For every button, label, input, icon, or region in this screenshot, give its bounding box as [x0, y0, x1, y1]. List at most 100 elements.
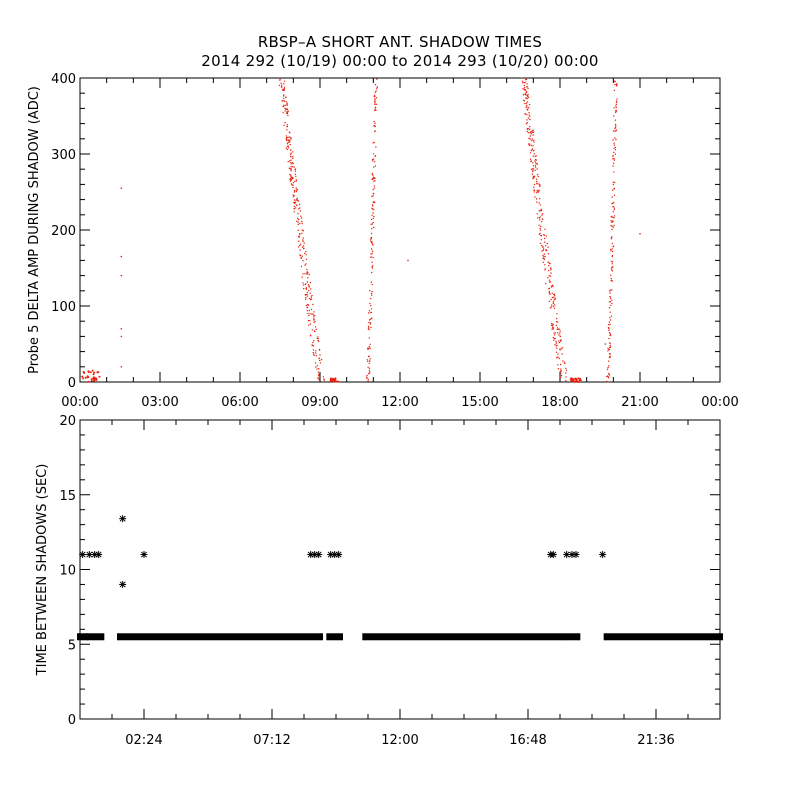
data-point	[303, 252, 306, 255]
panel2-ytick-label: 5	[68, 638, 76, 653]
data-point	[367, 348, 369, 350]
data-point	[561, 353, 563, 355]
data-point	[528, 144, 530, 147]
data-point	[374, 103, 376, 105]
data-point	[317, 377, 319, 379]
data-point	[374, 100, 376, 102]
data-point	[553, 293, 555, 296]
data-point	[282, 89, 284, 92]
data-point	[293, 191, 296, 193]
data-point	[610, 277, 612, 280]
data-point	[371, 178, 373, 180]
data-point	[609, 311, 611, 313]
data-point	[119, 580, 127, 588]
data-point	[296, 197, 298, 199]
data-point	[372, 176, 375, 178]
data-point	[525, 97, 527, 99]
data-point	[369, 347, 371, 349]
data-point	[374, 95, 376, 98]
data-point	[371, 204, 374, 206]
data-point	[557, 364, 559, 366]
data-point	[542, 246, 544, 248]
data-point	[539, 184, 541, 186]
data-point	[539, 198, 541, 200]
data-point	[305, 258, 308, 260]
data-point	[550, 269, 552, 271]
data-point	[287, 161, 289, 163]
data-point	[538, 189, 540, 192]
data-point	[323, 378, 325, 380]
data-point	[310, 288, 312, 290]
data-point	[373, 161, 376, 163]
data-point	[313, 353, 315, 355]
data-point	[539, 219, 541, 221]
data-point	[611, 261, 614, 263]
data-point	[557, 368, 560, 370]
data-point	[368, 346, 371, 348]
data-point	[309, 281, 312, 284]
data-point	[527, 96, 530, 99]
data-point	[613, 188, 615, 190]
data-point	[548, 287, 551, 290]
data-point	[529, 143, 531, 145]
data-point	[318, 357, 320, 359]
data-point	[528, 107, 530, 109]
data-point	[608, 365, 610, 367]
data-point	[559, 335, 561, 337]
data-point	[286, 145, 289, 147]
data-point	[577, 377, 580, 380]
data-point	[559, 363, 562, 366]
data-point	[612, 181, 614, 183]
data-point	[614, 119, 616, 121]
data-point	[318, 378, 320, 380]
data-point	[613, 151, 615, 154]
data-point	[302, 284, 305, 286]
data-point	[304, 273, 306, 275]
data-point	[373, 185, 375, 187]
panel2-ytick-label: 0	[68, 713, 76, 728]
baseline-band	[326, 633, 343, 641]
data-point	[366, 376, 368, 378]
panel1-xtick-label: 18:00	[541, 395, 578, 410]
data-point	[533, 149, 535, 152]
panel1-xtick-label: 06:00	[221, 395, 258, 410]
data-point	[306, 295, 308, 297]
data-point	[548, 292, 550, 294]
data-point	[563, 361, 566, 363]
data-point	[297, 223, 299, 226]
data-point	[556, 313, 558, 315]
data-point	[289, 139, 291, 141]
data-point	[312, 315, 315, 317]
data-point	[539, 216, 541, 218]
data-point	[299, 255, 302, 257]
data-point	[290, 137, 292, 139]
data-point	[532, 145, 534, 147]
data-point	[611, 263, 613, 265]
data-point	[615, 105, 617, 107]
data-point	[301, 222, 303, 225]
data-point	[613, 80, 616, 82]
data-point	[553, 299, 555, 301]
data-point	[610, 248, 612, 251]
data-point	[528, 143, 530, 145]
data-point	[298, 236, 300, 238]
data-point	[572, 551, 580, 559]
data-point	[305, 304, 308, 307]
data-point	[329, 378, 332, 381]
data-point	[526, 105, 528, 107]
data-point	[309, 335, 312, 337]
data-point	[284, 110, 286, 112]
data-point	[374, 109, 376, 112]
data-point	[286, 125, 288, 128]
data-point	[541, 250, 543, 252]
data-point	[375, 146, 377, 148]
data-point	[370, 236, 373, 239]
data-point	[612, 246, 614, 248]
data-point	[318, 368, 320, 370]
data-point	[559, 340, 562, 342]
data-point	[302, 282, 304, 284]
data-point	[549, 293, 551, 295]
data-point	[87, 380, 90, 383]
data-point	[534, 162, 537, 164]
data-point	[312, 349, 315, 351]
